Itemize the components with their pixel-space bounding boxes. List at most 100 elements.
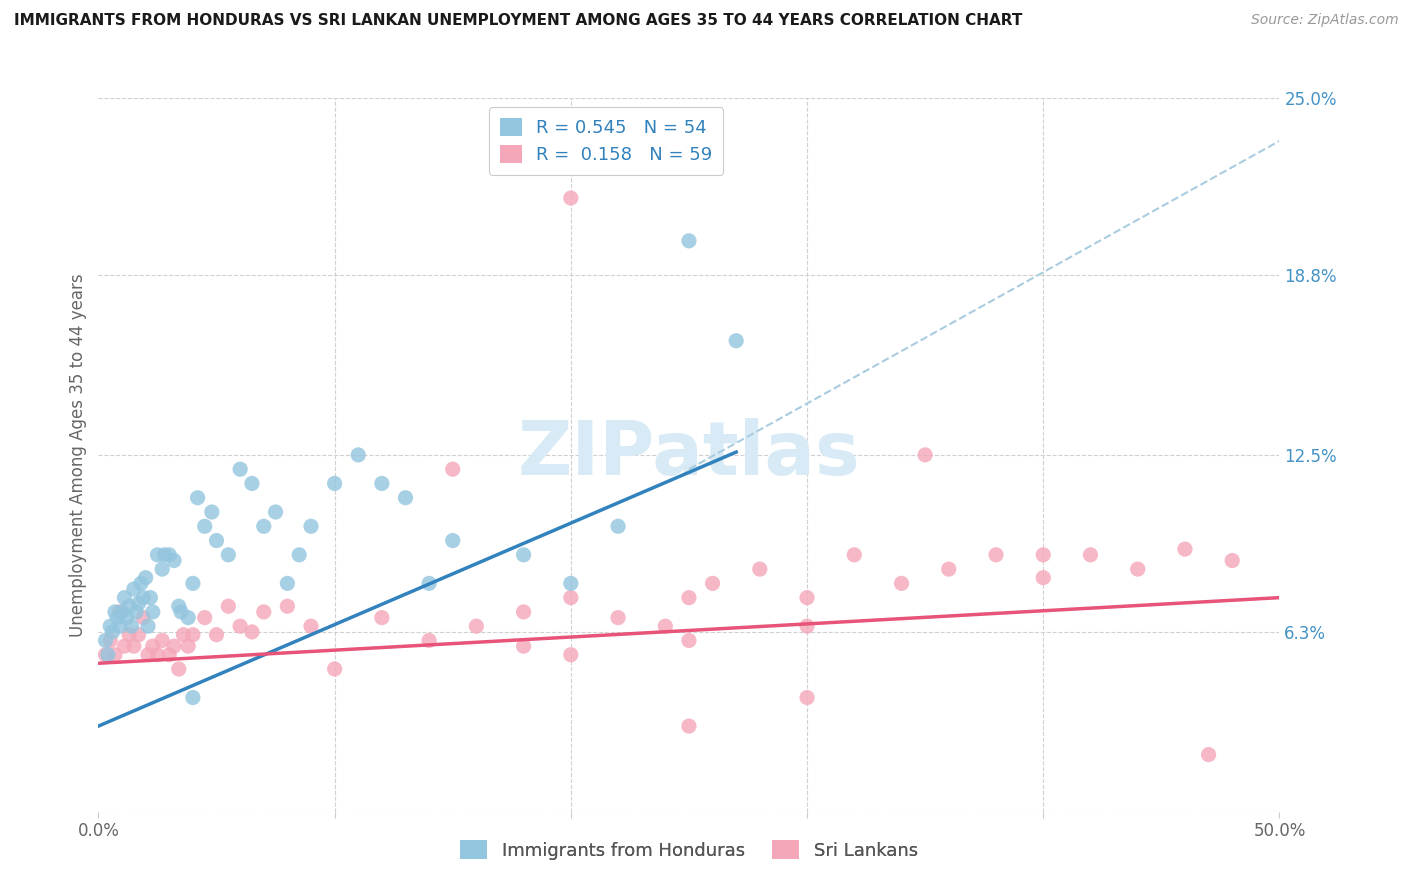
Point	[441, 462, 464, 476]
Point	[299, 519, 322, 533]
Point	[181, 576, 204, 591]
Point	[418, 633, 440, 648]
Point	[796, 619, 818, 633]
Point	[187, 491, 209, 505]
Point	[229, 619, 252, 633]
Point	[118, 628, 141, 642]
Point	[240, 476, 263, 491]
Point	[253, 605, 276, 619]
Point	[108, 619, 131, 633]
Point	[177, 610, 200, 624]
Point	[105, 610, 128, 624]
Point	[264, 505, 287, 519]
Point	[276, 599, 298, 614]
Point	[132, 591, 155, 605]
Point	[560, 191, 582, 205]
Y-axis label: Unemployment Among Ages 35 to 44 years: Unemployment Among Ages 35 to 44 years	[69, 273, 87, 637]
Point	[142, 639, 165, 653]
Point	[1174, 542, 1197, 557]
Point	[111, 605, 134, 619]
Point	[371, 610, 394, 624]
Point	[217, 599, 239, 614]
Point	[512, 548, 534, 562]
Point	[984, 548, 1007, 562]
Point	[748, 562, 770, 576]
Point	[142, 605, 165, 619]
Point	[181, 690, 204, 705]
Point	[101, 624, 124, 639]
Point	[796, 591, 818, 605]
Point	[194, 519, 217, 533]
Point	[108, 605, 131, 619]
Point	[796, 690, 818, 705]
Point	[172, 628, 194, 642]
Point	[129, 576, 152, 591]
Point	[371, 476, 394, 491]
Point	[128, 628, 150, 642]
Point	[181, 628, 204, 642]
Point	[654, 619, 676, 633]
Point	[890, 576, 912, 591]
Point	[276, 576, 298, 591]
Point	[205, 628, 228, 642]
Point	[122, 639, 145, 653]
Point	[240, 624, 263, 639]
Point	[560, 591, 582, 605]
Point	[560, 576, 582, 591]
Point	[121, 619, 143, 633]
Point	[702, 576, 724, 591]
Point	[678, 719, 700, 733]
Point	[441, 533, 464, 548]
Point	[465, 619, 488, 633]
Legend: Immigrants from Honduras, Sri Lankans: Immigrants from Honduras, Sri Lankans	[453, 833, 925, 867]
Point	[112, 639, 135, 653]
Point	[157, 648, 180, 662]
Text: Source: ZipAtlas.com: Source: ZipAtlas.com	[1251, 13, 1399, 28]
Point	[1080, 548, 1102, 562]
Point	[560, 648, 582, 662]
Point	[299, 619, 322, 633]
Point	[146, 648, 169, 662]
Point	[167, 599, 190, 614]
Point	[118, 599, 141, 614]
Point	[104, 648, 127, 662]
Point	[323, 662, 346, 676]
Point	[1032, 548, 1054, 562]
Point	[844, 548, 866, 562]
Point	[146, 548, 169, 562]
Point	[98, 619, 121, 633]
Point	[104, 605, 127, 619]
Point	[136, 619, 159, 633]
Point	[194, 610, 217, 624]
Point	[157, 548, 180, 562]
Text: ZIPatlas: ZIPatlas	[517, 418, 860, 491]
Point	[394, 491, 416, 505]
Point	[229, 462, 252, 476]
Point	[678, 633, 700, 648]
Point	[98, 633, 121, 648]
Point	[177, 639, 200, 653]
Point	[323, 476, 346, 491]
Point	[938, 562, 960, 576]
Point	[512, 605, 534, 619]
Point	[163, 639, 186, 653]
Point	[678, 234, 700, 248]
Point	[128, 596, 150, 610]
Point	[139, 591, 162, 605]
Point	[512, 639, 534, 653]
Point	[201, 505, 224, 519]
Point	[94, 633, 117, 648]
Point	[150, 633, 173, 648]
Point	[135, 571, 157, 585]
Point	[125, 605, 148, 619]
Point	[1126, 562, 1149, 576]
Point	[217, 548, 239, 562]
Point	[136, 648, 159, 662]
Point	[418, 576, 440, 591]
Point	[132, 610, 155, 624]
Point	[150, 562, 173, 576]
Point	[288, 548, 311, 562]
Point	[1032, 571, 1054, 585]
Point	[347, 448, 370, 462]
Point	[97, 648, 120, 662]
